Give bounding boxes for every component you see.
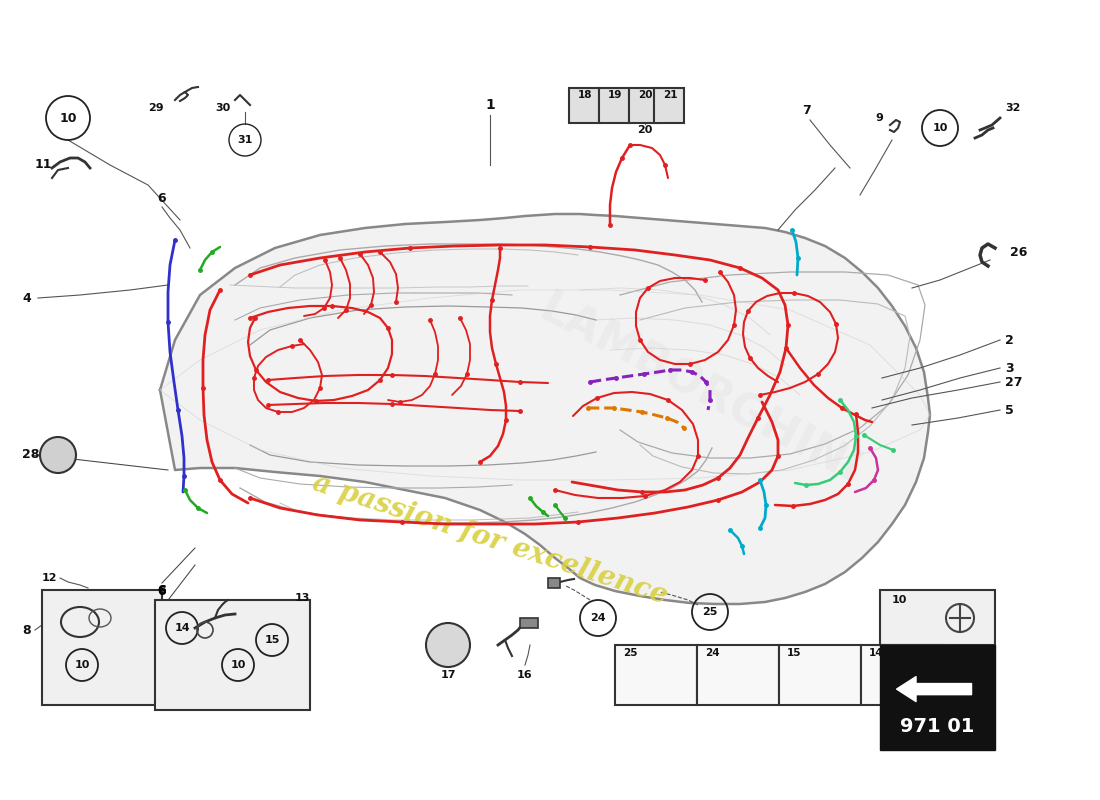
Circle shape [40,437,76,473]
Text: 10: 10 [75,660,90,670]
Text: 8: 8 [22,623,31,637]
Bar [880,590,996,645]
Text: 30: 30 [214,103,230,113]
Text: 15: 15 [264,635,279,645]
Text: 971 01: 971 01 [900,718,975,736]
Text: 10: 10 [892,595,907,605]
Text: 3: 3 [1005,362,1013,374]
Bar [520,618,538,628]
Text: 4: 4 [22,291,31,305]
Bar [615,645,697,705]
FancyArrowPatch shape [896,677,971,702]
Text: 24: 24 [705,648,719,658]
Text: 10: 10 [933,123,948,133]
Text: 1: 1 [485,98,495,112]
Text: 2: 2 [1005,334,1014,346]
Text: LAMBORGHINI: LAMBORGHINI [532,287,868,493]
Text: 6: 6 [157,191,166,205]
Text: 7: 7 [802,103,811,117]
Text: 28: 28 [22,449,40,462]
Bar [629,88,659,123]
Text: 11: 11 [35,158,53,171]
Text: a passion for excellence: a passion for excellence [309,470,671,610]
Text: 14: 14 [174,623,190,633]
Polygon shape [160,214,930,604]
Text: 15: 15 [786,648,802,658]
Bar [600,88,629,123]
Text: 5: 5 [1005,403,1014,417]
Bar [880,645,996,750]
Bar [779,645,861,705]
Text: 32: 32 [1005,103,1021,113]
Text: 10: 10 [59,111,77,125]
Text: 9: 9 [874,113,883,123]
Text: 6: 6 [157,585,166,598]
Text: 20: 20 [638,90,652,100]
Text: 31: 31 [238,135,253,145]
Text: 25: 25 [623,648,638,658]
Text: 27: 27 [1005,375,1023,389]
Text: 24: 24 [591,613,606,623]
Text: 6: 6 [157,583,166,597]
Bar [654,88,684,123]
Text: 25: 25 [702,607,717,617]
Bar [548,578,560,588]
Circle shape [426,623,470,667]
Text: 16: 16 [517,670,532,680]
Bar [155,600,310,710]
Text: 6: 6 [157,583,166,597]
Bar [42,590,162,705]
Text: 19: 19 [608,90,623,100]
Text: 21: 21 [662,90,678,100]
Bar [697,645,779,705]
Text: 17: 17 [440,670,455,680]
Text: 14: 14 [869,648,883,658]
Text: 18: 18 [578,90,592,100]
Text: 10: 10 [230,660,245,670]
Text: 13: 13 [295,593,310,603]
Text: 26: 26 [1010,246,1027,258]
Text: 29: 29 [148,103,164,113]
Bar [861,645,943,705]
Text: 20: 20 [637,125,652,135]
Bar [569,88,600,123]
Text: 12: 12 [42,573,57,583]
